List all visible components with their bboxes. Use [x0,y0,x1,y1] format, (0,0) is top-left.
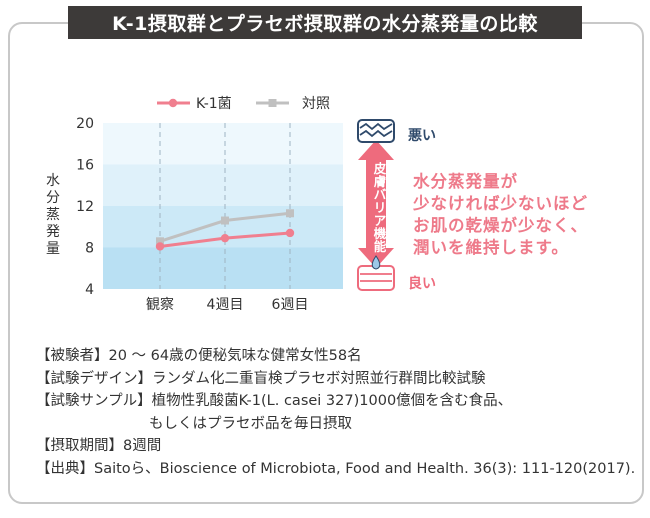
data-point [155,242,165,251]
y-tick-label: 4 [85,282,94,298]
y-tick-label: 8 [85,241,94,257]
description-line: 水分蒸発量が [413,172,518,191]
data-point [286,209,294,218]
arrow-up-head [358,140,394,160]
x-tick-label: 6週目 [272,297,309,313]
x-tick-label: 4週目 [207,297,244,313]
legend-marker [268,99,277,107]
description-text: 水分蒸発量が 少なければ少ないほど お肌の乾燥が少なく、 潤いを維持します。 [413,171,588,259]
info-subjects: 【被験者】20 ～ 64歳の便秘気味な健常女性58名 [36,348,362,364]
legend-label: K-1菌 [196,96,232,112]
info-sample: 【試験サンプル】植物性乳酸菌K-1(L. casei 327)1000億個を含む… [36,393,513,409]
bad-label: 悪い [408,128,436,144]
info-design: 【試験デザイン】ランダム化二重盲検プラセボ対照並行群間比較試験 [36,370,486,387]
plot-bands [103,123,343,289]
grid-lines [159,123,291,289]
info-sample-cont: もしくはプラセボ品を毎日摂取 [149,415,352,432]
data-point [285,228,295,238]
description-line: 少なければ少ないほど [413,194,588,213]
plot-band [103,123,343,165]
x-tick-label: 観察 [146,296,174,313]
y-tick-label: 12 [76,199,94,215]
arrow-shaft [366,158,386,250]
series-group [155,209,295,251]
info-source: 【出典】Saitoら、Bioscience of Microbiota, Foo… [36,460,636,477]
x-axis-ticks: 観察 4週目 6週目 [146,296,308,313]
description-line: 潤いを維持します。 [413,238,569,257]
data-point [220,233,230,243]
legend-label: 対照 [302,96,330,112]
figure-title: K-1摂取群とプラセボ摂取群の水分蒸発量の比較 [68,6,582,39]
plot-band [103,247,343,289]
description-line: お肌の乾燥が少なく、 [413,216,588,235]
y-tick-label: 20 [76,116,94,132]
moist-skin-icon [357,255,395,291]
legend-marker [168,98,178,108]
barrier-label: 皮膚バリア機能 [373,161,387,254]
info-period: 【摂取期間】8週間 [36,438,162,454]
y-axis-ticks: 4 8 12 16 20 [76,116,94,298]
barrier-arrow [357,119,395,291]
good-label: 良い [408,276,436,292]
data-point [156,237,164,246]
dry-skin-icon [357,119,395,143]
y-axis-label: 水分蒸発量 [46,173,60,257]
plot-band [103,164,343,206]
y-tick-label: 16 [76,158,94,174]
data-point [221,216,229,225]
study-info: 【被験者】20 ～ 64歳の便秘気味な健常女性58名 【試験デザイン】ランダム化… [36,345,635,480]
legend: K-1菌 対照 [157,96,330,112]
